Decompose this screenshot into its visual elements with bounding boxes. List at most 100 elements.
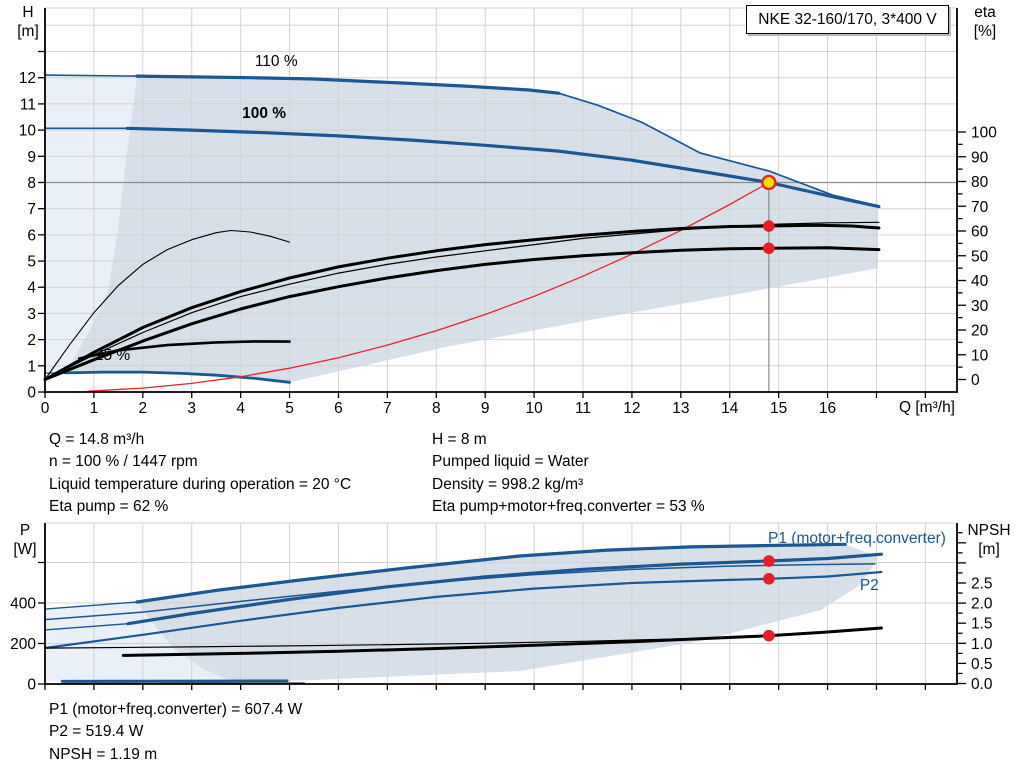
svg-text:0: 0	[27, 385, 36, 402]
bottom-chart: 0 200 400 0.0 0.5 1.0 1.5 2.0 2.5 P1 (motor+freq.…	[10, 522, 993, 694]
top-tick-labels: 0 1 2 3 4 5 6 7 8 9 10 11 12 13 14 15 160123456789101112…	[19, 70, 997, 417]
npsh-point-marker	[763, 629, 775, 642]
svg-text:7: 7	[27, 201, 36, 218]
svg-text:2: 2	[139, 400, 148, 417]
eta-total-100-curve	[43, 246, 881, 381]
eta-pump-point-marker	[763, 220, 775, 232]
svg-text:2.0: 2.0	[971, 596, 993, 613]
envelope-light-power	[45, 602, 230, 682]
svg-text:70: 70	[971, 199, 989, 216]
svg-text:11: 11	[20, 96, 36, 113]
svg-text:1.0: 1.0	[971, 636, 993, 653]
p2-100-curve	[43, 570, 883, 650]
svg-text:9: 9	[27, 149, 36, 166]
bottom-tick-labels: 0 200 400 0.0 0.5 1.0 1.5 2.0 2.5	[10, 576, 993, 694]
svg-text:4: 4	[27, 280, 36, 297]
info-line: P2 = 519.4 W	[49, 723, 144, 741]
info-line: Density = 998.2 kg/m³	[432, 475, 584, 493]
curve-label: 25 %	[95, 347, 131, 364]
p1-110-curve	[135, 542, 847, 604]
svg-text:20: 20	[971, 323, 989, 340]
operating-data-right: H = 8 m Pumped liquid = Water Density = 99…	[432, 429, 705, 519]
top-ticks	[38, 50, 966, 398]
curve-label: P2	[860, 577, 879, 594]
svg-text:6: 6	[27, 227, 36, 244]
power-data-block: P1 (motor+freq.converter) = 607.4 W P2 = …	[49, 699, 302, 766]
h-100-curve	[125, 126, 881, 209]
svg-text:13: 13	[672, 400, 689, 417]
eta-axis-unit: [%]	[973, 23, 997, 40]
eta-pump-25-curve	[44, 229, 291, 381]
svg-text:30: 30	[971, 298, 989, 315]
top-chart: 0 1 2 3 4 5 6 7 8 9 10 11 12 13 14 15 160123456789101112…	[19, 7, 997, 417]
envelope-light	[45, 75, 137, 374]
npsh-axis-symbol: NPSH	[967, 522, 1011, 539]
svg-text:14: 14	[721, 400, 739, 417]
pump-title-box: NKE 32-160/170, 3*400 V	[746, 5, 949, 34]
svg-text:1: 1	[27, 358, 36, 375]
head-axis-unit: [m]	[17, 23, 39, 40]
npsh-axis-unit: [m]	[978, 541, 1000, 558]
head-axis-symbol: H	[22, 4, 34, 21]
svg-text:10: 10	[19, 123, 37, 140]
svg-text:8: 8	[432, 400, 441, 417]
svg-text:60: 60	[971, 224, 989, 241]
curve-label: 100 %	[242, 105, 286, 122]
p1-100-left-curve	[44, 623, 129, 631]
npsh-axis-title: NPSH [m]	[960, 521, 1018, 559]
power-axis-symbol: P	[19, 522, 31, 539]
svg-text:15: 15	[770, 400, 787, 417]
svg-text:12: 12	[623, 400, 640, 417]
curve-label: 110 %	[255, 53, 298, 70]
h-25-curve	[63, 370, 291, 384]
p1-110-left-curve	[44, 601, 138, 610]
svg-text:10: 10	[525, 400, 543, 417]
p1-point-marker	[763, 555, 775, 567]
svg-text:400: 400	[10, 596, 36, 613]
svg-text:10: 10	[971, 347, 989, 364]
svg-text:16: 16	[819, 400, 836, 417]
info-line: Q = 14.8 m³/h	[49, 431, 145, 448]
svg-text:0: 0	[971, 372, 980, 389]
svg-text:11: 11	[575, 400, 591, 417]
svg-text:9: 9	[481, 400, 490, 417]
head-axis-title: H [m]	[8, 3, 48, 41]
eta-axis-title: eta [%]	[962, 3, 1008, 41]
info-line: H = 8 m	[432, 431, 487, 448]
info-line: Liquid temperature during operation = 20…	[49, 475, 352, 493]
svg-text:4: 4	[236, 400, 245, 417]
svg-text:6: 6	[334, 400, 343, 417]
info-line: Pumped liquid = Water	[432, 453, 589, 471]
operating-data-left: Q = 14.8 m³/h n = 100 % / 1447 rpm Liquid …	[49, 429, 351, 519]
svg-text:2.5: 2.5	[971, 576, 993, 593]
eta-total-25-curve	[77, 340, 291, 360]
svg-text:5: 5	[27, 254, 36, 271]
svg-text:8: 8	[27, 175, 36, 192]
npsh-100-curve	[121, 626, 883, 657]
bottom-gridlines	[45, 522, 957, 684]
svg-text:0.5: 0.5	[971, 656, 993, 673]
svg-text:5: 5	[285, 400, 294, 417]
svg-text:0.0: 0.0	[971, 676, 993, 693]
p2-point-marker	[763, 573, 775, 585]
info-line: n = 100 % / 1447 rpm	[49, 453, 198, 471]
svg-text:2: 2	[27, 332, 36, 349]
eta-axis-symbol: eta	[974, 4, 996, 21]
svg-text:12: 12	[19, 70, 36, 87]
duty-point-marker	[761, 174, 777, 191]
svg-text:40: 40	[971, 273, 989, 290]
info-line: Eta pump+motor+freq.converter = 53 %	[432, 498, 705, 516]
svg-text:100: 100	[971, 125, 997, 142]
svg-text:90: 90	[971, 149, 989, 166]
control-curve-curve	[88, 181, 770, 392]
top-axes	[44, 8, 958, 393]
operating-envelope	[65, 76, 878, 383]
eta-total-point-marker	[763, 242, 775, 255]
svg-text:1.5: 1.5	[971, 616, 993, 633]
svg-text:0: 0	[27, 677, 36, 694]
duty-reference-lines	[45, 181, 957, 392]
h-110-curve	[135, 74, 561, 95]
info-line: NPSH = 1.19 m	[49, 745, 158, 763]
p1-100-curve	[126, 552, 883, 626]
